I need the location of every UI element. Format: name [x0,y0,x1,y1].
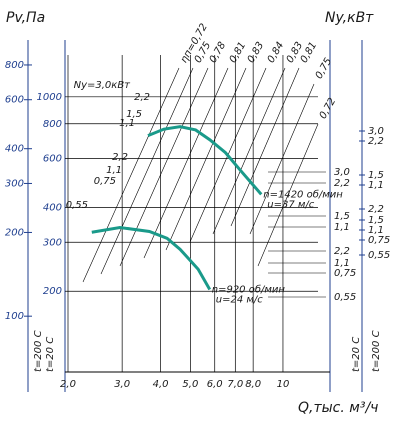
x-tick-label: 6,0 [207,379,223,390]
power-tick-label: 1,1 [368,180,384,191]
y-axis-title: Pv,Па [6,10,45,26]
motor-label: Ny=3,0кВт [74,80,132,91]
x-tick-label: 8,0 [245,379,261,390]
efficiency-line [165,67,247,251]
y2-tick-label: 800 [5,60,24,71]
y2-tick-label: 100 [5,311,24,322]
curve-label: n=920 об/мин [212,283,286,295]
efficiency-label: 0,72 [318,96,339,121]
x-axis-title: Q,тыс. м³/ч [298,400,378,416]
efficiency-line [119,67,209,267]
power-tick-label: 1,1 [334,258,350,269]
x-tick-label: 2,0 [60,379,76,390]
x-tick-label: 5,0 [182,379,198,390]
power-tick-label: 2,2 [334,246,350,257]
x-tick-label: 4,0 [153,379,169,390]
power-tick-label: 1,5 [368,215,384,226]
curve-label: u=37 м/с [267,199,315,210]
power-tick-label: 3,0 [368,126,384,137]
motor-label: 1,1 [119,118,135,129]
motor-label: 2,2 [134,92,150,103]
efficiency-label: 0,78 [208,40,229,65]
power-tick-label: 2,2 [368,136,384,147]
power-tick-label: 1,1 [368,225,384,236]
fan-curve [147,125,263,196]
y-tick-label: 400 [43,203,62,214]
x-tick-label: 3,0 [114,379,130,390]
power-tick-label: 2,2 [368,204,384,215]
y2-tick-label: 400 [5,144,24,155]
motor-label: 0,55 [66,200,88,211]
efficiency-label: 0,75 [314,56,335,81]
fan-curve [91,225,212,291]
efficiency-line [249,83,315,235]
power-tick-label: 2,2 [334,178,350,189]
power-axis-title: Ny,кВт [325,10,374,26]
y2-tick-label: 200 [5,227,24,238]
power-tick-label: 1,1 [334,222,350,233]
motor-label: 1,1 [106,165,122,176]
x-tick-label: 7,0 [227,379,243,390]
curve-label: u=24 м/с [216,294,264,305]
temp-label: t=200 C [33,330,44,372]
power-tick-label: 0,55 [368,250,390,261]
efficiency-line [257,123,319,267]
motor-label: 1,5 [126,109,142,120]
efficiency-line [230,67,300,227]
power-tick-label: 0,75 [334,268,356,279]
efficiency-line [100,67,194,275]
power-tick-label: 3,0 [334,167,350,178]
y-tick-label: 300 [43,237,62,248]
efficiency-line [212,67,286,235]
temp-label: t=20 C [351,337,362,372]
y-tick-label: 800 [43,119,62,130]
temp-label: t=200 C [371,330,382,372]
y2-tick-label: 300 [5,178,24,189]
y2-tick-label: 600 [5,95,24,106]
efficiency-line [82,67,180,283]
temp-label: t=20 C [45,337,56,372]
motor-label: 2,2 [112,152,128,163]
power-tick-label: 1,5 [368,170,384,181]
efficiency-label: 0,81 [228,40,249,65]
y-tick-label: 200 [43,286,62,297]
curve-label: n=1420 об/мин [263,188,343,200]
x-tick-label: 10 [277,379,290,390]
y-tick-label: 1000 [37,92,62,103]
efficiency-line [143,67,229,259]
power-tick-label: 0,75 [368,235,390,246]
y-tick-label: 600 [43,154,62,165]
motor-label: 0,75 [94,176,116,187]
power-tick-label: 0,55 [334,292,356,303]
efficiency-label: 0,83 [246,40,267,65]
power-tick-label: 1,5 [334,211,350,222]
